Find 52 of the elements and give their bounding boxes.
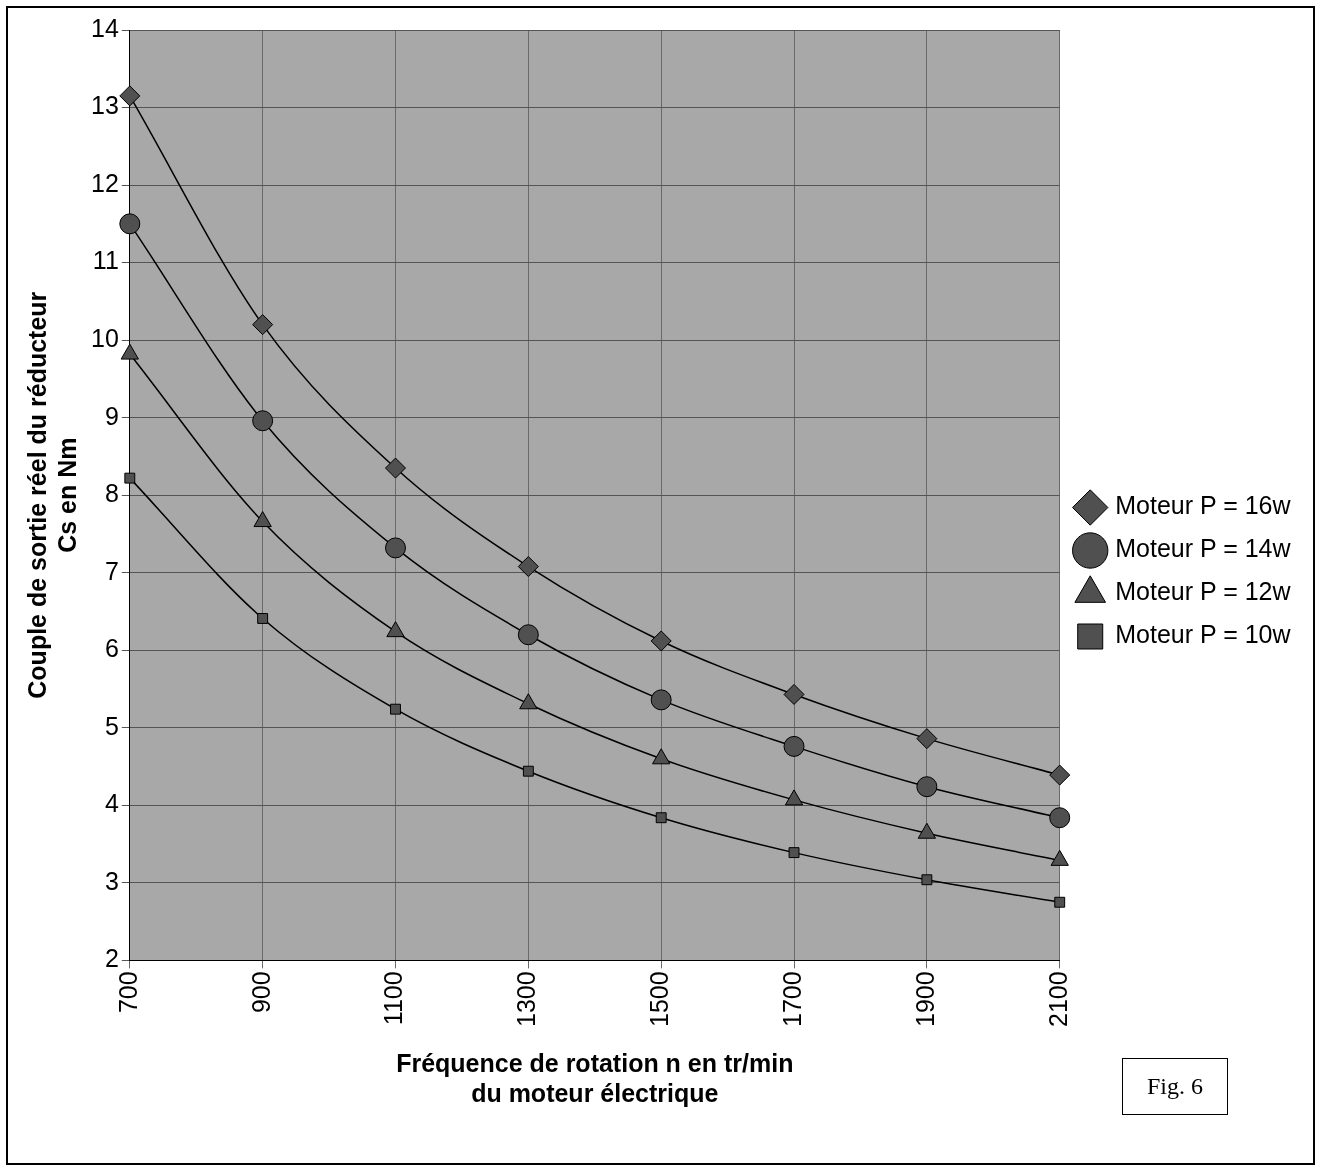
y-tick-label: 14 — [91, 13, 119, 42]
point — [119, 85, 141, 107]
x-tick-label: 1100 — [379, 971, 408, 1026]
point — [655, 812, 667, 824]
point — [390, 703, 401, 715]
x-tick-label: 700 — [113, 971, 142, 1014]
point — [517, 624, 539, 646]
point — [257, 613, 269, 624]
y-tick-label: 6 — [104, 634, 119, 663]
y-tick-label: 4 — [104, 789, 119, 818]
point — [1049, 764, 1071, 786]
point — [385, 457, 406, 479]
point — [783, 735, 805, 757]
x-tick-label: 1900 — [910, 971, 939, 1028]
legend-label: Moteur P = 10w — [1115, 620, 1292, 649]
point — [921, 874, 933, 886]
y-tick-label: 12 — [91, 168, 119, 197]
y-axis-title: Couple de sortie réel du réducteur Cs en Nm — [22, 291, 81, 699]
point — [124, 472, 136, 484]
y-tick-label: 5 — [104, 711, 119, 740]
legend-label: Moteur P = 12w — [1115, 577, 1292, 606]
x-tick-label: 2100 — [1043, 971, 1072, 1028]
y-tick-label: 10 — [91, 324, 119, 353]
y-tick-label: 11 — [92, 246, 119, 275]
point — [1049, 807, 1071, 829]
x-tick-label: 900 — [246, 971, 275, 1014]
point — [119, 213, 141, 235]
point — [1054, 896, 1066, 908]
point — [788, 847, 800, 859]
point — [385, 537, 406, 559]
x-axis-title: Fréquence de rotation n en tr/min du moteur électrique — [396, 1048, 794, 1107]
y-tick-label: 13 — [91, 91, 119, 120]
x-tick-label: 1300 — [512, 971, 541, 1028]
x-tick-label: 1500 — [645, 971, 674, 1028]
point — [916, 776, 938, 798]
point — [783, 683, 805, 705]
legend-label: Moteur P = 16w — [1115, 491, 1292, 520]
y-tick-label: 9 — [104, 401, 119, 430]
y-tick-label: 2 — [104, 944, 119, 973]
x-tick-label: 1700 — [777, 971, 806, 1028]
caption: Fig. 6 — [1122, 1058, 1229, 1115]
point — [252, 314, 274, 336]
point — [517, 556, 539, 578]
point — [522, 765, 534, 777]
point — [650, 630, 672, 652]
y-tick-label: 7 — [104, 556, 119, 585]
y-tick-label: 8 — [104, 479, 119, 508]
point — [650, 689, 672, 711]
point — [916, 728, 938, 750]
legend-label: Moteur P = 14w — [1115, 534, 1292, 563]
y-tick-label: 3 — [104, 866, 119, 895]
point — [252, 410, 274, 432]
